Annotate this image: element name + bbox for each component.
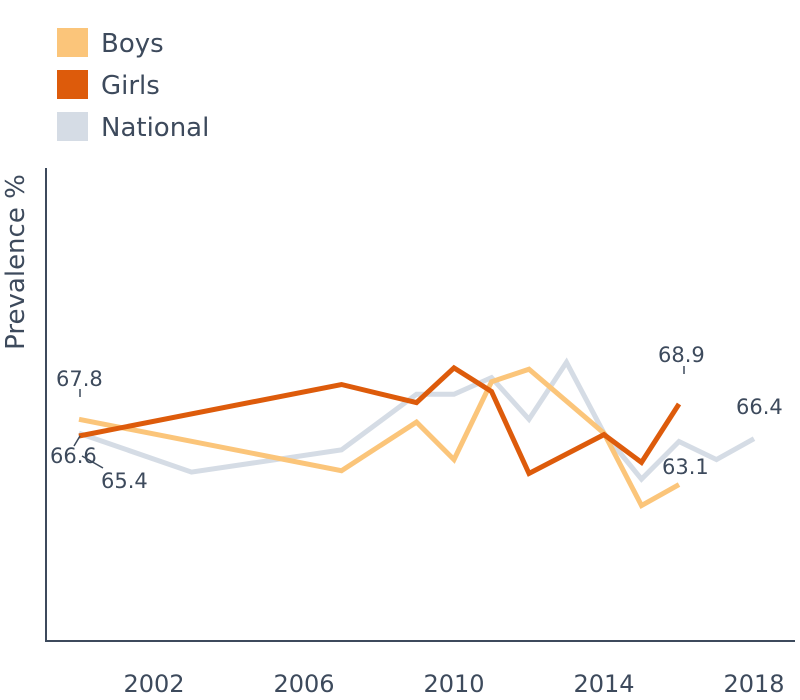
legend-swatch-national <box>57 112 88 141</box>
data-label-girls-2000: 66.6 <box>50 444 97 468</box>
series-line-boys <box>78 366 681 509</box>
x-tick-label-2014: 2014 <box>573 670 634 698</box>
x-tick-label-2018: 2018 <box>723 670 784 698</box>
series-lines <box>78 357 756 509</box>
data-labels: 67.8 66.665.4 68.9 63.1 66.4 <box>50 343 783 493</box>
x-tick-labels: 2002 2006 2010 2014 2018 <box>123 670 784 698</box>
y-axis-title: Prevalence % <box>1 174 31 350</box>
legend-swatch-boys <box>57 28 88 57</box>
data-label-national-2018: 66.4 <box>736 395 783 419</box>
data-label-leader <box>73 435 81 447</box>
x-tick-label-2010: 2010 <box>423 670 484 698</box>
data-label-boys-2000: 67.8 <box>56 367 103 391</box>
data-label-boys-2016: 63.1 <box>662 455 709 479</box>
axes: Prevalence % <box>1 168 795 642</box>
data-label-leader <box>81 455 104 469</box>
legend: Boys Girls National <box>57 28 209 143</box>
legend-label-boys: Boys <box>101 29 164 59</box>
data-label-girls-2016: 68.9 <box>658 343 705 367</box>
series-line-national <box>78 357 756 483</box>
legend-label-national: National <box>101 113 209 143</box>
x-tick-label-2002: 2002 <box>123 670 184 698</box>
x-tick-label-2006: 2006 <box>273 670 334 698</box>
legend-label-girls: Girls <box>101 71 160 101</box>
legend-swatch-girls <box>57 70 88 99</box>
series-line-girls <box>78 364 682 477</box>
data-label-national-2000: 65.4 <box>101 469 148 493</box>
